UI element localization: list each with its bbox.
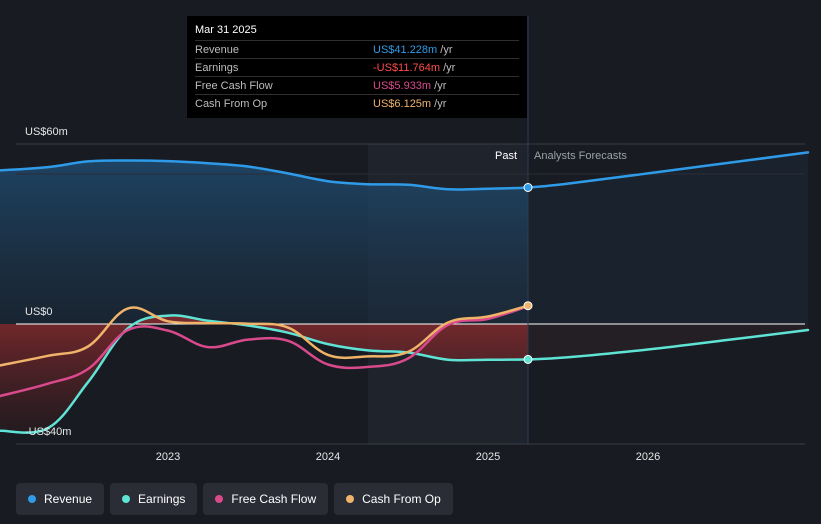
legend-label: Earnings [138, 492, 186, 506]
tooltip-row-earnings: Earnings -US$11.764m /yr [195, 58, 519, 76]
end-marker-cash-from-op [523, 301, 533, 311]
series-line-revenue [0, 151, 810, 191]
tooltip-unit: /yr [437, 43, 453, 56]
legend-item-cash-from-op[interactable]: Cash From Op [334, 483, 453, 515]
legend-label: Revenue [44, 492, 93, 506]
tooltip-value: US$6.125m [373, 97, 432, 110]
series-line-free-cash-flow [0, 305, 530, 398]
legend-dot-icon [28, 495, 36, 503]
analysts-forecasts-label: Analysts Forecasts [534, 150, 627, 162]
tooltip-unit: /yr [431, 97, 447, 110]
tooltip-label: Free Cash Flow [195, 79, 273, 92]
y-tick-label-top: US$60m [25, 126, 68, 138]
tooltip-label: Earnings [195, 61, 239, 74]
earnings-area-forecast [528, 324, 808, 360]
series-line-cash-from-op [0, 304, 530, 367]
y-tick-label-bottom: -US$40m [25, 426, 72, 438]
tooltip: Mar 31 2025 Revenue US$41.228m /yr Earni… [187, 16, 527, 118]
tooltip-label: Cash From Op [195, 97, 268, 110]
revenue-area-forecast [528, 152, 808, 324]
legend-dot-icon [122, 495, 131, 503]
y-tick-label-zero: US$0 [25, 306, 53, 318]
tooltip-label: Revenue [195, 43, 240, 56]
legend: Revenue Earnings Free Cash Flow Cash Fro… [16, 483, 453, 515]
legend-label: Cash From Op [362, 492, 441, 506]
past-label: Past [495, 150, 518, 162]
x-tick-label: 2024 [315, 451, 341, 463]
legend-dot-icon [215, 495, 224, 503]
tooltip-unit: /yr [431, 79, 447, 92]
tooltip-date: Mar 31 2025 [195, 24, 257, 36]
legend-item-revenue[interactable]: Revenue [16, 483, 105, 515]
tooltip-row-cash-from-op: Cash From Op US$6.125m /yr [195, 94, 519, 112]
tooltip-value: US$41.228m [373, 43, 438, 56]
tooltip-value: -US$11.764m [373, 61, 441, 74]
end-marker-revenue [523, 183, 533, 192]
tooltip-value: US$5.933m [373, 79, 432, 92]
tooltip-unit: /yr [440, 61, 456, 74]
earnings-area-past [0, 315, 529, 433]
legend-dot-icon [346, 495, 355, 503]
x-tick-label: 2023 [155, 451, 181, 463]
end-marker-earnings [523, 354, 533, 364]
legend-item-free-cash-flow[interactable]: Free Cash Flow [203, 483, 329, 515]
tooltip-row-revenue: Revenue US$41.228m /yr [195, 40, 519, 58]
legend-item-earnings[interactable]: Earnings [110, 483, 198, 515]
x-tick-label: 2026 [635, 451, 661, 463]
x-tick-label: 2025 [475, 451, 501, 463]
legend-label: Free Cash Flow [231, 492, 317, 506]
tooltip-row-free-cash-flow: Free Cash Flow US$5.933m /yr [195, 76, 519, 94]
revenue-area-past [0, 160, 529, 324]
